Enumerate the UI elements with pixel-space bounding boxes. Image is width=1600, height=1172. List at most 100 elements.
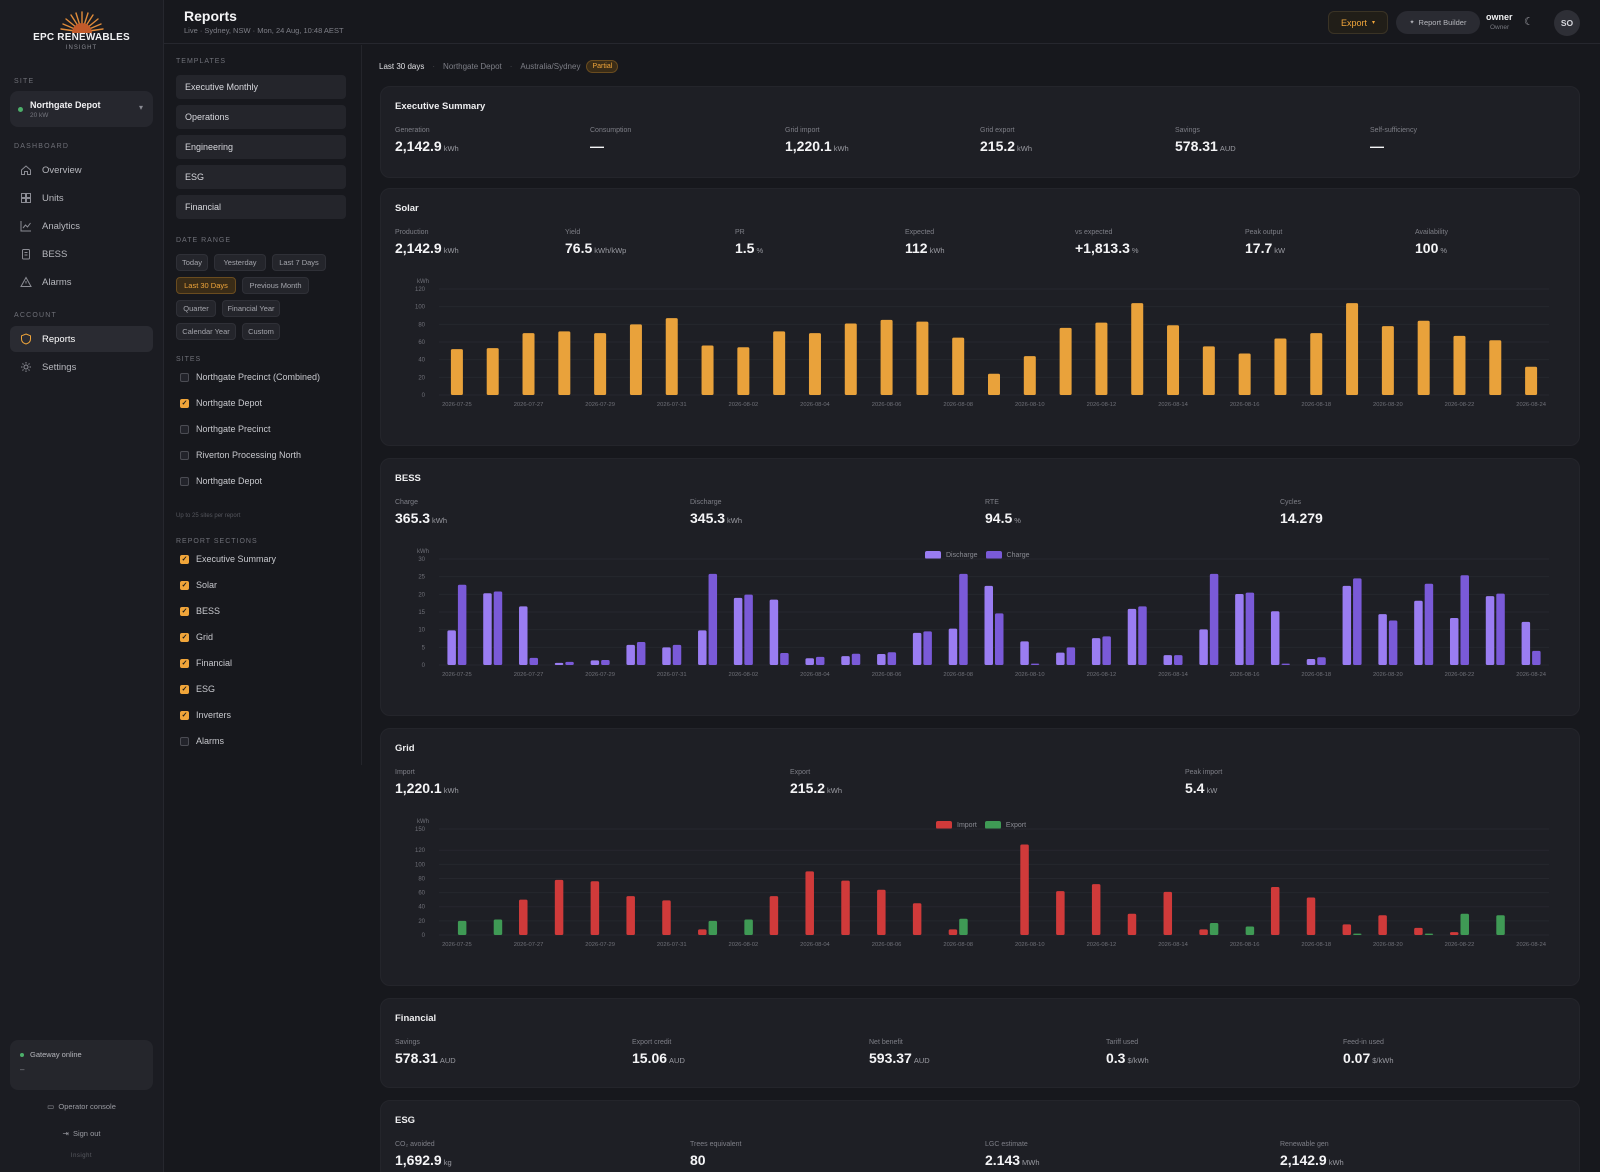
kpi-label: Production [395,229,429,236]
site-checkbox-row[interactable]: Riverton Processing North [180,450,301,460]
section-checkbox-grid[interactable]: ✓ Grid [180,632,213,642]
site-selector[interactable]: Northgate Depot 20 kW ▾ [10,91,153,127]
checkbox[interactable]: ✓ [180,580,189,590]
site-checkbox-row[interactable]: ✓ Northgate Depot [180,398,262,408]
kpi-label: Charge [395,499,418,506]
sidebar-item-alarms[interactable]: Alarms [10,269,153,295]
chart-bar-charge [1174,655,1183,665]
site-checkbox-label: Northgate Depot [196,398,263,408]
kpi-value: +1,813.3% [1075,240,1139,256]
x-tick-label: 2026-08-10 [1015,672,1045,678]
card-title: BESS [395,473,421,484]
site-checkbox-row[interactable]: Northgate Depot [180,476,262,486]
checkbox[interactable] [180,450,189,460]
date-chip-last-30-days[interactable]: Last 30 Days [176,277,236,294]
sidebar-item-units[interactable]: Units [10,185,153,211]
avatar[interactable]: SO [1554,10,1580,36]
kpi-value: 215.2 kWh [790,780,842,796]
legend-item-discharge[interactable]: Discharge [925,551,978,559]
chart-bar-discharge [769,599,779,665]
chart-bar-series [558,331,571,395]
date-chip-calendar-year[interactable]: Calendar Year [176,323,236,340]
x-tick-label: 2026-08-04 [800,402,830,408]
section-checkbox-solar[interactable]: ✓ Solar [180,580,217,590]
template-financial[interactable]: Financial [176,195,346,219]
breadcrumb-site: Northgate Depot [443,62,502,71]
x-tick-label: 2026-08-08 [943,942,973,948]
moon-icon[interactable]: ☾ [1524,16,1534,28]
legend-item-charge[interactable]: Charge [985,551,1029,559]
date-chip-previous-month[interactable]: Previous Month [242,277,309,294]
section-checkbox-alarms[interactable]: Alarms [180,736,224,746]
checkbox[interactable]: ✓ [180,398,189,408]
kpi-unit: % [1440,246,1448,255]
template-esg[interactable]: ESG [176,165,346,189]
checkbox[interactable]: ✓ [180,710,189,720]
chart-bar-discharge [1127,608,1137,665]
main: Reports Live · Sydney, NSW · Mon, 24 Aug… [164,0,1600,1172]
kpi-number: 76.5 [565,240,593,256]
kpi-self-sufficiency: Self-sufficiency — [1370,127,1417,154]
checkbox[interactable] [180,476,189,486]
date-chip-quarter[interactable]: Quarter [176,300,216,317]
chart-bar-charge [959,573,968,665]
site-checkbox-row[interactable]: Northgate Precinct (Combined) [180,372,320,382]
sidebar-item-reports[interactable]: Reports [10,326,153,352]
legend-item-import[interactable]: Import [936,821,977,829]
checkbox[interactable]: ✓ [180,554,189,564]
section-checkbox-label: Solar [196,580,218,590]
section-checkbox-inverters[interactable]: ✓ Inverters [180,710,231,720]
legend-item-export[interactable]: Export [984,821,1026,829]
checkbox[interactable]: ✓ [180,684,189,694]
sidebar-item-overview[interactable]: Overview [10,157,153,183]
template-engineering[interactable]: Engineering [176,135,346,159]
sidebar-item-settings[interactable]: Settings [10,354,153,380]
checkbox[interactable] [180,424,189,434]
site-checkbox-row[interactable]: Northgate Precinct [180,424,271,434]
site-capacity: 20 kW [30,111,49,119]
y-tick-label: 80 [418,876,425,882]
kpi-tariff-used: Tariff used 0.3 $/kWh [1106,1039,1149,1066]
financial-card: Financial Savings 578.31 AUD Export credit 1… [380,998,1580,1088]
chart-bar-export [708,920,718,935]
checkbox[interactable]: ✓ [180,606,189,616]
checkbox[interactable] [180,736,189,746]
date-chip-today[interactable]: Today [176,254,208,271]
battery-icon [19,247,33,261]
chart-bar-discharge [1091,638,1101,665]
sidebar-item-bess[interactable]: BESS [10,241,153,267]
chart-bar-export [493,919,503,935]
date-chip-yesterday[interactable]: Yesterday [214,254,266,271]
chart-bar-import [877,889,886,935]
sign-out-button[interactable]: ⇥ Sign out [0,1129,163,1138]
section-checkbox-esg[interactable]: ✓ ESG [180,684,215,694]
chart-icon [19,219,33,233]
y-tick-label: 20 [418,592,425,598]
sidebar-item-analytics[interactable]: Analytics [10,213,153,239]
report-config-panel: TEMPLATES Executive Monthly Operations Engi… [164,45,362,765]
checkbox[interactable] [180,372,189,382]
template-executive-monthly[interactable]: Executive Monthly [176,75,346,99]
checkbox[interactable]: ✓ [180,632,189,642]
date-chip-financial-year[interactable]: Financial Year [222,300,280,317]
kpi-unit: $/kWh [1372,1056,1394,1065]
date-chip-custom[interactable]: Custom [242,323,280,340]
template-operations[interactable]: Operations [176,105,346,129]
checkbox[interactable]: ✓ [180,658,189,668]
chart-bar-charge [851,653,861,665]
section-checkbox-executive-summary[interactable]: ✓ Executive Summary [180,554,276,564]
export-button[interactable]: Export ▾ [1328,11,1388,34]
y-tick-label: 60 [418,891,425,897]
x-tick-label: 2026-07-25 [442,942,472,948]
chart-bar-import [662,900,671,935]
chart-bar-series [808,333,821,395]
section-checkbox-bess[interactable]: ✓ BESS [180,606,220,616]
kpi-unit: $/kWh [1127,1056,1149,1065]
x-tick-label: 2026-08-16 [1230,942,1260,948]
sparkle-icon: ✦ [1409,20,1415,26]
report-builder-button[interactable]: ✦ Report Builder [1396,11,1480,34]
x-tick-label: 2026-07-31 [657,942,687,948]
date-chip-last-7-days[interactable]: Last 7 Days [272,254,326,271]
section-checkbox-financial[interactable]: ✓ Financial [180,658,232,668]
operator-console-link[interactable]: ▭ Operator console [0,1102,163,1111]
